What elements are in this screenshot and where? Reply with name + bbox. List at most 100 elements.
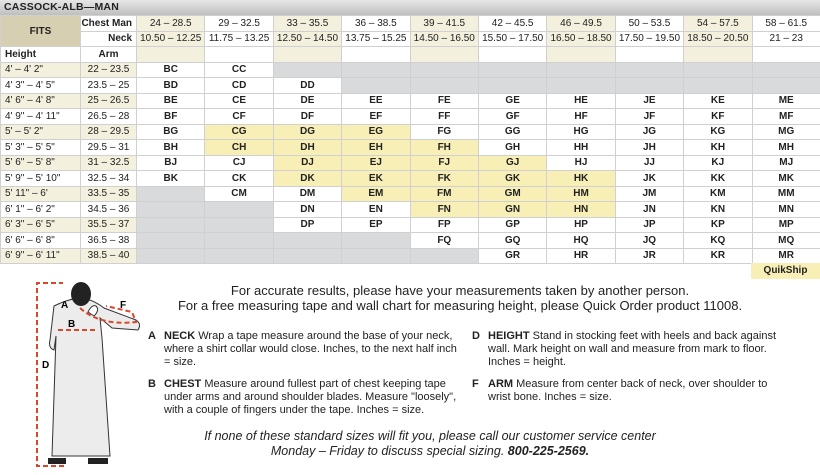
size-code: FM (409, 185, 479, 202)
neck-range: 16.50 – 18.50 (546, 30, 616, 47)
size-code: JJ (614, 154, 685, 171)
neck-label: Neck (80, 30, 137, 47)
size-code: EE (341, 92, 411, 109)
height-range: 5' 3" – 5' 5" (0, 139, 81, 156)
chest-row: FITS Chest Man 24 – 28.5 29 – 32.5 33 – 35… (0, 15, 820, 47)
unavailable-cell (272, 61, 343, 78)
instruction-text: Measure around fullest part of chest kee… (164, 378, 457, 416)
size-code: HG (546, 123, 616, 140)
unavailable-cell (546, 77, 616, 94)
unavailable-cell (341, 61, 411, 78)
neck-range: 10.50 – 12.25 (135, 30, 206, 47)
chest-range: 50 – 53.5 (614, 15, 685, 32)
table-row: 5' 6" – 5' 8" 31 – 32.5 BJ CJ DJ EJ FJ GJ HJ JJ KJ… (0, 154, 820, 171)
size-code: CC (204, 61, 274, 78)
size-code: MR (751, 247, 820, 264)
size-code: MN (751, 201, 820, 218)
size-code: DM (272, 185, 343, 202)
chest-range: 36 – 38.5 (341, 15, 411, 32)
size-chart-table: FITS Chest Man 24 – 28.5 29 – 32.5 33 – 35… (0, 15, 820, 264)
arm-range: 26.5 – 28 (80, 108, 137, 125)
neck-range: 17.50 – 19.50 (614, 30, 685, 47)
size-code: JM (614, 185, 685, 202)
fits-label: FITS (0, 15, 81, 47)
arm-range: 36.5 – 38 (80, 232, 137, 249)
size-code: HQ (546, 232, 616, 249)
unavailable-cell (272, 232, 343, 249)
unavailable-cell (409, 61, 479, 78)
neck-range: 14.50 – 16.50 (409, 30, 479, 47)
figure-label-f: F (120, 300, 126, 311)
table-row: 4' 3" – 4' 5" 23.5 – 25 BD CD DD (0, 77, 820, 94)
unavailable-cell (341, 232, 411, 249)
size-code: BJ (135, 154, 206, 171)
header-spacer (341, 46, 411, 63)
measuring-figure: A B D F (36, 282, 140, 467)
quikship-legend: QuikShip (751, 263, 820, 279)
size-code: ME (751, 92, 820, 109)
size-code: DE (272, 92, 343, 109)
table-row: 6' 1" – 6' 2" 34.5 – 36 DN EN FN GN HN JN KN MN (0, 201, 820, 218)
header-spacer (751, 46, 820, 63)
header-spacer (683, 46, 753, 63)
size-code: HK (546, 170, 616, 187)
height-range: 5' 6" – 5' 8" (0, 154, 81, 171)
arm-label: Arm (80, 46, 137, 63)
unavailable-cell (341, 247, 411, 264)
size-code: MP (751, 216, 820, 233)
unavailable-cell (135, 232, 206, 249)
size-code: MH (751, 139, 820, 156)
header-spacer (272, 46, 343, 63)
arm-range: 22 – 23.5 (80, 61, 137, 78)
size-code: BF (135, 108, 206, 125)
measure-lines (36, 282, 138, 467)
size-code: DJ (272, 154, 343, 171)
size-code: FP (409, 216, 479, 233)
unavailable-cell (204, 216, 274, 233)
instruction-key: A (148, 330, 156, 342)
instruction-title: ARM (488, 378, 514, 390)
size-code: HJ (546, 154, 616, 171)
size-code: KR (683, 247, 753, 264)
size-code: GE (477, 92, 548, 109)
height-range: 5' 11" – 6' (0, 185, 81, 202)
phone-number[interactable]: 800-225-2569. (507, 444, 590, 458)
height-range: 5' – 5' 2" (0, 123, 81, 140)
size-code: KF (683, 108, 753, 125)
size-code: KP (683, 216, 753, 233)
size-code: KN (683, 201, 753, 218)
footer-text: Monday – Friday to discuss special sizin… (270, 444, 508, 458)
size-code: BG (135, 123, 206, 140)
unavailable-cell (683, 77, 753, 94)
unavailable-cell (751, 61, 820, 78)
chest-range: 39 – 41.5 (409, 15, 479, 32)
arm-range: 29.5 – 31 (80, 139, 137, 156)
size-code: GF (477, 108, 548, 125)
header-spacer (204, 46, 274, 63)
arm-range: 25 – 26.5 (80, 92, 137, 109)
size-code: EN (341, 201, 411, 218)
size-code: EP (341, 216, 411, 233)
header-spacer (477, 46, 548, 63)
table-row: 4' 9" – 4' 11" 26.5 – 28 BF CF DF EF FF GF HF JF K… (0, 108, 820, 125)
height-range: 6' 9" – 6' 11" (0, 247, 81, 264)
size-code: KK (683, 170, 753, 187)
arm-range: 34.5 – 36 (80, 201, 137, 218)
size-code: JQ (614, 232, 685, 249)
size-code: FN (409, 201, 479, 218)
size-code: GK (477, 170, 548, 187)
unavailable-cell (204, 201, 274, 218)
instruction-neck: A NECK Wrap a tape measure around the ba… (148, 330, 458, 369)
size-code: DK (272, 170, 343, 187)
size-code: MK (751, 170, 820, 187)
size-code: BH (135, 139, 206, 156)
size-code: DG (272, 123, 343, 140)
unavailable-cell (477, 77, 548, 94)
chest-range: 42 – 45.5 (477, 15, 548, 32)
size-code: GR (477, 247, 548, 264)
size-code: JG (614, 123, 685, 140)
size-code: CH (204, 139, 274, 156)
size-code: BK (135, 170, 206, 187)
size-code: CG (204, 123, 274, 140)
size-code: MQ (751, 232, 820, 249)
